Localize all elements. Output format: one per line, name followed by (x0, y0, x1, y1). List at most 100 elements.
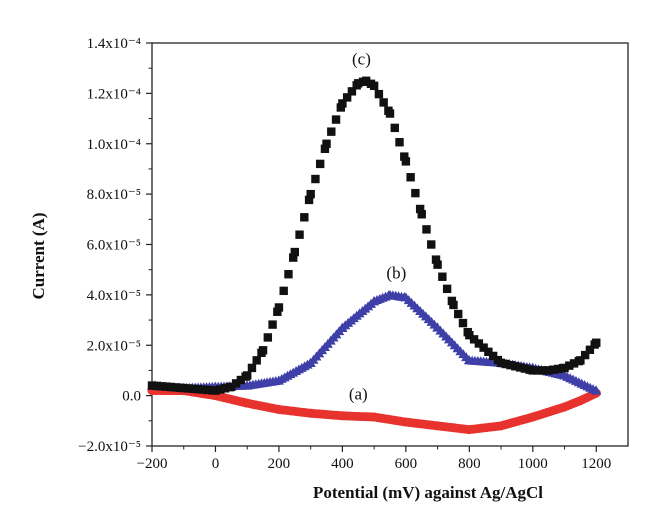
data-point (565, 361, 574, 370)
data-point (427, 240, 436, 249)
data-point (379, 98, 388, 107)
data-point (193, 385, 203, 394)
data-point (231, 379, 241, 388)
data-point (211, 386, 220, 395)
data-point (415, 204, 425, 214)
x-axis-ticks: −200 0 200 400 600 800 1000 1200 (137, 446, 611, 472)
data-point (560, 363, 569, 373)
y-tick-label: −2.0x10⁻⁵ (78, 439, 141, 455)
data-point (227, 382, 236, 392)
data-point (263, 333, 273, 342)
data-point (431, 255, 441, 264)
data-point (179, 383, 188, 393)
data-point (422, 225, 431, 234)
data-point (166, 382, 176, 392)
data-point (347, 87, 357, 96)
data-point (268, 320, 277, 329)
data-point (484, 347, 493, 356)
data-point (488, 351, 498, 361)
data-point (576, 356, 585, 365)
data-point (417, 210, 426, 219)
y-axis-ticks: −2.0x10⁻⁵ 0.0 2.0x10⁻⁵ 4.0x10⁻⁵ 6.0x10⁻⁵ 8.0x… (78, 36, 152, 455)
data-point (295, 230, 304, 239)
series-labels: (a) (b) (c) (349, 49, 406, 403)
data-point (385, 109, 395, 118)
y-tick-label: 0.0 (122, 389, 141, 405)
data-point (252, 356, 261, 365)
series-label: (b) (386, 264, 406, 283)
data-point (591, 385, 602, 395)
data-point (362, 76, 371, 85)
data-point (400, 152, 409, 161)
data-point (216, 385, 225, 394)
data-point (449, 300, 458, 310)
data-point (338, 99, 347, 108)
y-tick-label: 8.0x10⁻⁵ (87, 187, 141, 203)
data-point (401, 157, 411, 166)
x-tick-label: 800 (458, 456, 481, 472)
data-point (496, 358, 506, 368)
data-point (585, 345, 595, 354)
data-point (273, 307, 282, 316)
data-point (538, 366, 547, 375)
data-point (569, 359, 579, 368)
x-tick-label: 0 (212, 456, 220, 472)
data-point (533, 366, 542, 375)
data-point (247, 363, 257, 373)
data-point (458, 318, 468, 328)
x-tick-label: 1200 (581, 456, 611, 472)
data-point (549, 365, 558, 374)
series-label: (a) (349, 384, 368, 403)
x-tick-label: 200 (268, 456, 291, 472)
data-point (322, 139, 331, 148)
data-point (300, 213, 309, 222)
series-label: (c) (352, 49, 371, 68)
y-tick-label: 1.2x10⁻⁴ (87, 86, 141, 102)
data-point (544, 366, 553, 375)
data-point (171, 383, 180, 392)
data-point (511, 362, 520, 371)
data-point (369, 81, 379, 91)
data-point (442, 284, 452, 294)
data-point (342, 93, 352, 102)
data-point (236, 375, 246, 385)
data-point (469, 335, 479, 344)
data-point (320, 144, 330, 153)
data-point (465, 330, 474, 340)
data-point (198, 385, 207, 394)
data-point (395, 138, 404, 147)
data-point (580, 350, 590, 360)
data-point (506, 360, 515, 370)
data-point (520, 364, 530, 373)
data-point (411, 188, 420, 198)
y-axis-label: Current (A) (29, 212, 48, 299)
data-point (553, 364, 563, 374)
data-point (184, 384, 193, 393)
data-point (501, 359, 511, 369)
data-point (454, 309, 463, 319)
data-point (327, 127, 336, 136)
data-point (220, 384, 230, 393)
data-point (438, 272, 447, 281)
data-point (433, 260, 442, 269)
y-tick-label: 6.0x10⁻⁵ (87, 238, 141, 254)
x-tick-label: 400 (331, 456, 354, 472)
data-point (515, 363, 525, 372)
x-axis-label: Potential (mV) against Ag/AgCl (313, 483, 543, 502)
data-point (203, 385, 212, 395)
series-layer (147, 76, 602, 435)
data-point (258, 346, 268, 355)
x-tick-label: −200 (137, 456, 168, 472)
series-triangle (147, 289, 602, 395)
data-point (284, 270, 293, 279)
data-point (528, 366, 537, 375)
data-point (315, 159, 325, 169)
data-point (162, 382, 171, 391)
series-square (147, 76, 601, 395)
data-point (406, 173, 415, 182)
data-point (157, 382, 166, 391)
data-point (592, 338, 601, 347)
data-point (354, 79, 363, 88)
data-point (289, 253, 298, 262)
